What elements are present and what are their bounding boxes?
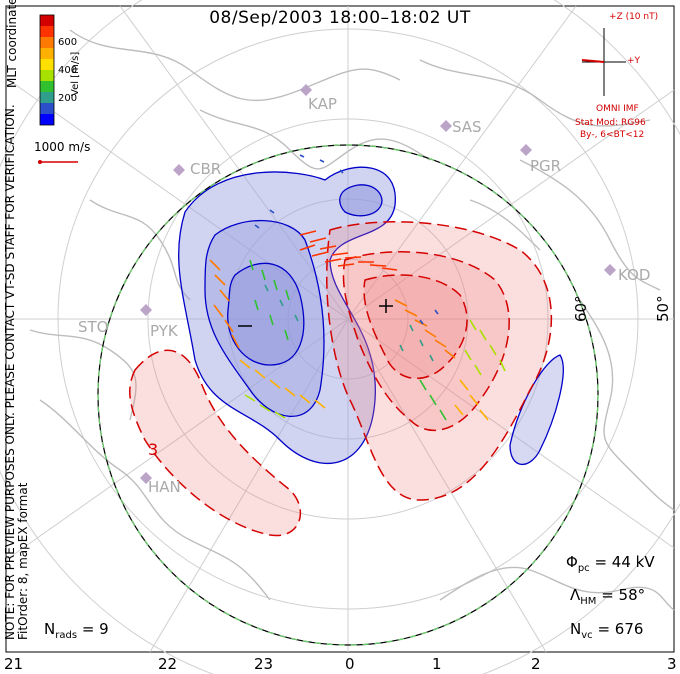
phi-pc-readout: Φpc = 44 kV <box>566 553 655 574</box>
map-title: 08/Sep/2003 18:00–18:02 UT <box>209 8 471 28</box>
plot-frame <box>5 5 675 653</box>
contour-number: 3 <box>148 440 159 459</box>
station-cbr: CBR <box>190 160 222 178</box>
mlt-label-0: 0 <box>345 655 355 673</box>
mlt-coordinates-label: MLT coordinates <box>5 0 19 88</box>
mlt-label-23: 23 <box>254 655 274 673</box>
imf-source: OMNI IMF <box>596 104 639 114</box>
lambda-hm-symbol: ΛHM <box>570 586 597 607</box>
colorbar-tick-400: 400 <box>58 65 78 76</box>
potential-markers <box>238 299 393 327</box>
nrads-value: = 9 <box>81 620 109 638</box>
positive-potential-cell <box>129 221 553 537</box>
latitude-label-60: 60° <box>572 295 590 322</box>
stat-model: Stat Mod: RG96 <box>575 118 646 128</box>
heppner-maynard-dash <box>97 144 599 646</box>
velocity-colorbar <box>39 14 55 126</box>
mlt-label-21: 21 <box>4 655 24 673</box>
station-sas: SAS <box>452 118 482 136</box>
nvc-symbol: Nvc <box>570 620 593 641</box>
station-kap: KAP <box>308 95 337 113</box>
nvc-value: = 676 <box>597 620 644 638</box>
velocity-vectors <box>209 154 506 421</box>
nrads-readout: Nrads = 9 <box>44 620 109 641</box>
reference-vector <box>38 160 78 164</box>
meridian-grid <box>5 5 675 653</box>
reference-vector-label: 1000 m/s <box>34 140 91 154</box>
colorbar-tick-600: 600 <box>58 37 78 48</box>
latitude-label-50: 50° <box>654 295 672 322</box>
negative-potential-cell <box>178 166 564 466</box>
mlt-label-1: 1 <box>432 655 442 673</box>
nrads-symbol: Nrads <box>44 620 78 641</box>
station-han: HAN <box>148 478 181 496</box>
imf-z-label: +Z (10 nT) <box>609 12 659 22</box>
colorbar-tick-200: 200 <box>58 93 78 104</box>
lambda-hm-value: = 58° <box>601 586 646 604</box>
station-markers <box>140 84 616 484</box>
verification-note: NOTE: FOR PREVIEW PURPOSES ONLY. PLEASE … <box>3 104 17 640</box>
imf-clock <box>581 28 626 96</box>
station-pgr: PGR <box>530 157 562 175</box>
station-sto: STO <box>78 318 109 336</box>
phi-pc-value: = 44 kV <box>594 553 655 571</box>
coastlines <box>29 29 675 611</box>
imf-condition: By-, 6<BT<12 <box>580 130 645 140</box>
nvc-readout: Nvc = 676 <box>570 620 643 641</box>
lambda-hm-readout: ΛHM = 58° <box>570 586 645 607</box>
station-pyk: PYK <box>150 322 178 340</box>
mlt-label-22: 22 <box>158 655 178 673</box>
imf-y-label: +Y <box>627 56 641 66</box>
fit-order-note: FitOrder: 8, mapEX format <box>16 482 30 640</box>
mlt-label-3: 3 <box>667 655 677 673</box>
station-kod: KOD <box>618 266 651 284</box>
mlt-label-2: 2 <box>531 655 541 673</box>
phi-pc-symbol: Φpc <box>566 553 590 574</box>
